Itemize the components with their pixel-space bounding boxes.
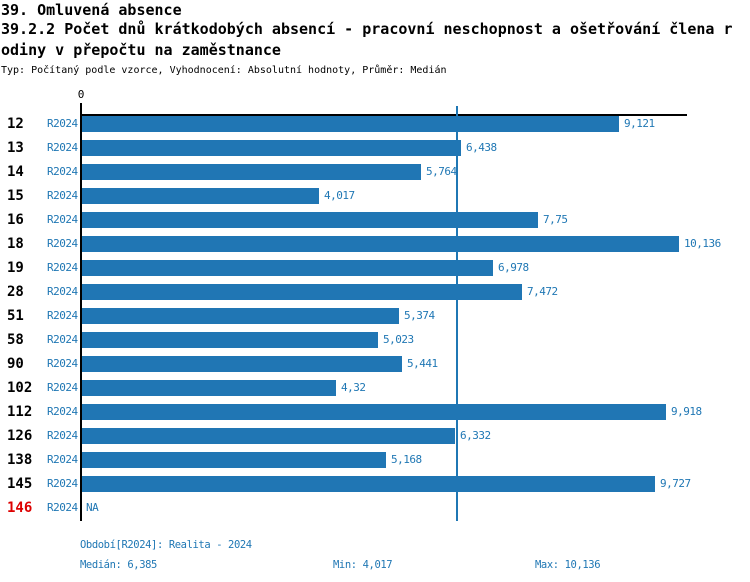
row-value-label: 10,136 xyxy=(684,237,721,250)
row-period-label: R2024 xyxy=(47,189,78,202)
row-id-label: 58 xyxy=(7,332,24,348)
row-id-label: 112 xyxy=(7,404,33,420)
value-bar xyxy=(82,428,455,444)
x-axis-line xyxy=(80,114,687,116)
value-bar xyxy=(82,452,386,468)
row-id-label: 146 xyxy=(7,500,33,516)
value-bar xyxy=(82,212,538,228)
row-period-label: R2024 xyxy=(47,165,78,178)
row-id-label: 90 xyxy=(7,356,24,372)
row-value-label: 5,764 xyxy=(426,165,457,178)
row-value-label: 4,32 xyxy=(341,381,366,394)
footer-period-label: Období[R2024]: Realita - 2024 xyxy=(80,539,252,551)
value-bar xyxy=(82,260,493,276)
row-value-label: 5,441 xyxy=(407,357,438,370)
footer-median-stat: Medián: 6,385 xyxy=(80,559,157,571)
row-id-label: 145 xyxy=(7,476,33,492)
row-period-label: R2024 xyxy=(47,285,78,298)
row-id-label: 13 xyxy=(7,140,24,156)
footer-max-stat: Max: 10,136 xyxy=(535,559,601,571)
row-period-label: R2024 xyxy=(47,117,78,130)
row-id-label: 51 xyxy=(7,308,24,324)
value-bar xyxy=(82,140,461,156)
row-period-label: R2024 xyxy=(47,429,78,442)
value-bar xyxy=(82,164,421,180)
row-period-label: R2024 xyxy=(47,405,78,418)
row-value-label: 4,017 xyxy=(324,189,355,202)
value-bar xyxy=(82,308,399,324)
value-bar xyxy=(82,356,402,372)
row-value-label: NA xyxy=(86,501,99,514)
row-period-label: R2024 xyxy=(47,381,78,394)
x-axis-zero-tick-label: 0 xyxy=(77,88,85,101)
chart-meta-info: Typ: Počítaný podle vzorce, Vyhodnocení:… xyxy=(1,65,447,76)
row-id-label: 12 xyxy=(7,116,24,132)
row-value-label: 6,438 xyxy=(466,141,497,154)
row-value-label: 5,023 xyxy=(383,333,414,346)
row-period-label: R2024 xyxy=(47,261,78,274)
footer-min-stat: Min: 4,017 xyxy=(333,559,393,571)
row-value-label: 9,727 xyxy=(660,477,691,490)
row-period-label: R2024 xyxy=(47,357,78,370)
value-bar xyxy=(82,476,655,492)
row-id-label: 19 xyxy=(7,260,24,276)
row-id-label: 18 xyxy=(7,236,24,252)
row-id-label: 102 xyxy=(7,380,33,396)
row-id-label: 16 xyxy=(7,212,24,228)
value-bar xyxy=(82,116,619,132)
row-period-label: R2024 xyxy=(47,333,78,346)
row-period-label: R2024 xyxy=(47,453,78,466)
row-period-label: R2024 xyxy=(47,237,78,250)
row-id-label: 126 xyxy=(7,428,33,444)
value-bar xyxy=(82,380,336,396)
row-value-label: 6,332 xyxy=(460,429,491,442)
row-period-label: R2024 xyxy=(47,213,78,226)
chart-title: 39. Omluvená absence xyxy=(1,1,182,19)
row-value-label: 9,918 xyxy=(671,405,702,418)
row-period-label: R2024 xyxy=(47,141,78,154)
value-bar xyxy=(82,284,522,300)
row-value-label: 9,121 xyxy=(624,117,655,130)
row-id-label: 138 xyxy=(7,452,33,468)
row-value-label: 5,374 xyxy=(404,309,435,322)
row-period-label: R2024 xyxy=(47,309,78,322)
chart-subtitle-line2: odiny v přepočtu na zaměstnance xyxy=(1,41,281,59)
row-id-label: 28 xyxy=(7,284,24,300)
row-period-label: R2024 xyxy=(47,477,78,490)
y-axis-line xyxy=(80,103,82,521)
row-id-label: 15 xyxy=(7,188,24,204)
value-bar xyxy=(82,188,319,204)
row-value-label: 7,75 xyxy=(543,213,568,226)
value-bar xyxy=(82,236,679,252)
chart-subtitle-line1: 39.2.2 Počet dnů krátkodobých absencí - … xyxy=(1,20,733,38)
row-value-label: 5,168 xyxy=(391,453,422,466)
median-reference-line xyxy=(456,106,458,521)
value-bar xyxy=(82,404,666,420)
row-period-label: R2024 xyxy=(47,501,78,514)
row-id-label: 14 xyxy=(7,164,24,180)
value-bar xyxy=(82,332,378,348)
row-value-label: 7,472 xyxy=(527,285,558,298)
row-value-label: 6,978 xyxy=(498,261,529,274)
